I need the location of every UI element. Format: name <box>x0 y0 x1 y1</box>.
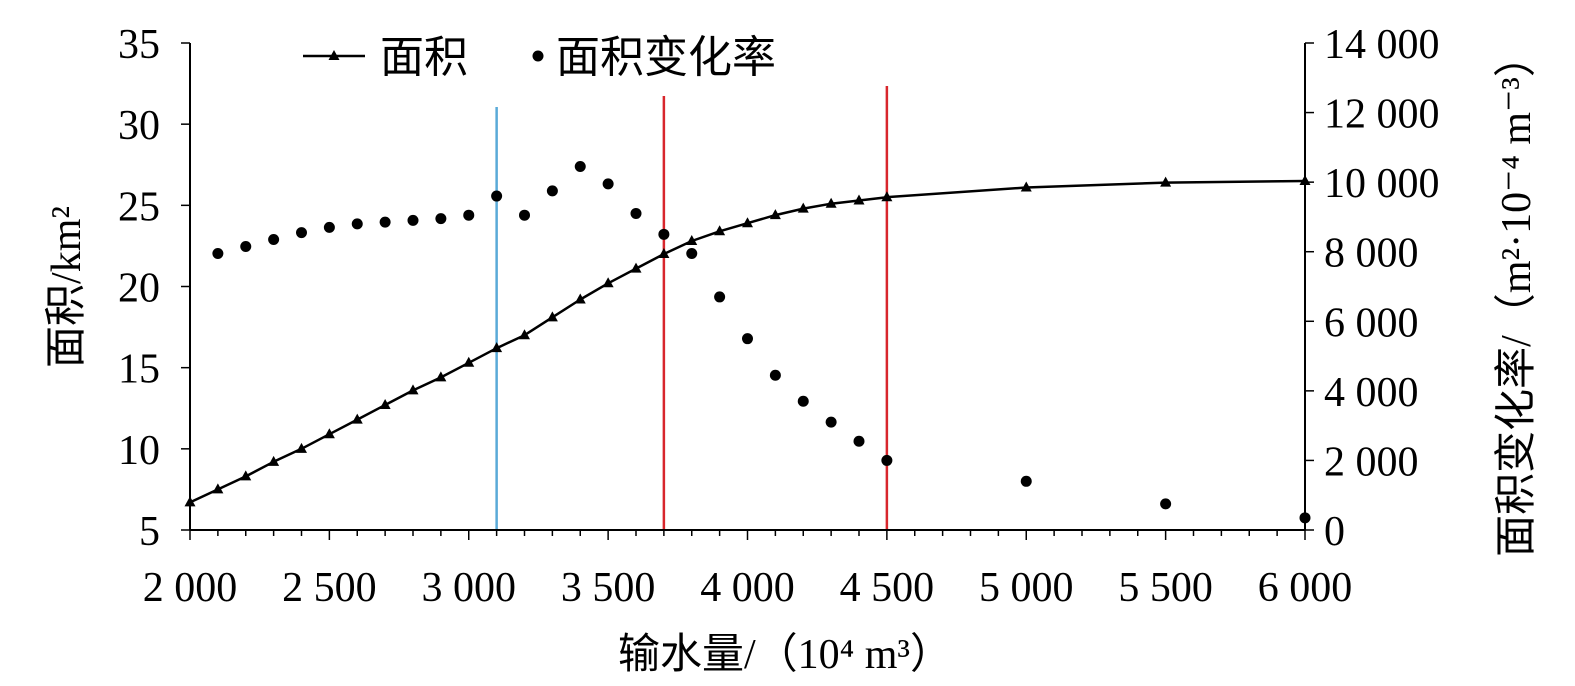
reference-lines <box>495 86 889 530</box>
area-point <box>463 356 475 367</box>
y-right-tick-label: 2 000 <box>1324 439 1419 485</box>
rate-point <box>769 369 781 381</box>
rate-point <box>825 416 837 428</box>
y-left-tick-label: 10 <box>118 428 160 474</box>
y-left-tick-label: 20 <box>118 266 160 312</box>
rate-point <box>268 234 280 246</box>
y-right-tick-label: 12 000 <box>1324 92 1440 138</box>
legend: 面积 面积变化率 <box>303 33 776 82</box>
y-left-tick-label: 25 <box>118 184 160 230</box>
x-tick-label: 3 500 <box>561 565 656 611</box>
legend-rate-marker <box>532 50 544 62</box>
area-point <box>1160 176 1172 187</box>
x-tick-label: 5 000 <box>979 565 1074 611</box>
x-tick-label: 4 500 <box>840 565 935 611</box>
area-point <box>491 342 503 353</box>
rate-point <box>1020 475 1032 487</box>
area-point <box>296 442 307 453</box>
area-point <box>658 248 670 259</box>
area-point <box>574 293 586 304</box>
area-point <box>407 384 419 395</box>
area-point <box>323 428 335 439</box>
rate-point <box>853 435 865 447</box>
x-tick-label: 6 000 <box>1258 565 1353 611</box>
y-left-tick-label: 30 <box>118 103 160 149</box>
y-right-tick-label: 6 000 <box>1324 300 1419 346</box>
y-right-tick-label: 14 000 <box>1324 22 1440 68</box>
axis-titles: 输水量/（10⁴ m³） 面积/km² 面积变化率/（m²·10⁻⁴ m⁻³） <box>44 35 1540 678</box>
rate-point <box>240 240 252 252</box>
area-point <box>686 235 698 246</box>
area-point <box>714 225 726 236</box>
area-point <box>602 277 614 288</box>
rate-point <box>1160 498 1172 510</box>
area-point <box>881 191 893 202</box>
area-point <box>351 413 363 424</box>
area-point <box>630 262 642 273</box>
area-point <box>769 209 781 220</box>
area-point <box>268 455 280 466</box>
x-axis-title: 输水量/（10⁴ m³） <box>618 632 952 678</box>
area-point <box>546 311 558 322</box>
rate-point <box>546 185 558 197</box>
series-area <box>184 160 1311 524</box>
y-left-tick-label: 15 <box>118 347 160 393</box>
y-left-tick-label: 5 <box>139 509 160 555</box>
area-point <box>797 202 809 213</box>
x-tick-label: 2 500 <box>282 565 377 611</box>
x-tick-label: 5 500 <box>1118 565 1213 611</box>
rate-point <box>435 213 447 225</box>
legend-area-marker <box>328 50 340 60</box>
area-point <box>184 496 196 507</box>
rate-point <box>212 247 224 259</box>
rate-point <box>351 218 363 230</box>
y-left-tick-label: 35 <box>118 22 160 68</box>
rate-point <box>463 209 475 221</box>
rate-point <box>881 454 893 466</box>
area-point <box>435 371 447 382</box>
rate-point <box>1299 512 1311 524</box>
rate-point <box>323 221 335 233</box>
legend-area-label: 面积 <box>380 33 468 82</box>
rate-point <box>797 395 809 407</box>
area-point <box>742 217 753 228</box>
area-point <box>1020 181 1032 192</box>
y-right-tick-label: 4 000 <box>1324 370 1419 416</box>
x-tick-label: 2 000 <box>143 565 238 611</box>
legend-rate-label: 面积变化率 <box>556 33 776 82</box>
rate-point <box>296 227 307 239</box>
area-point <box>853 194 865 205</box>
rate-point <box>519 209 530 221</box>
area-point <box>825 197 837 208</box>
rate-point <box>714 291 726 303</box>
axes: 2 000 2 500 3 000 3 500 4 000 4 500 5 000 5 500… <box>118 22 1440 611</box>
area-point <box>1299 174 1311 185</box>
y-right-tick-label: 8 000 <box>1324 231 1419 277</box>
rate-point <box>407 214 419 226</box>
area-point <box>212 483 224 494</box>
x-tick-label: 3 000 <box>422 565 517 611</box>
rate-point <box>379 216 391 228</box>
rate-point <box>602 178 614 190</box>
rate-point <box>491 190 503 202</box>
rate-point <box>574 160 586 172</box>
area-point <box>379 399 391 410</box>
y-left-axis-title: 面积/km² <box>44 206 90 368</box>
rate-point <box>686 247 698 259</box>
y-right-tick-label: 0 <box>1324 509 1345 555</box>
area-point <box>519 329 530 340</box>
y-right-axis-title: 面积变化率/（m²·10⁻⁴ m⁻³） <box>1493 35 1540 557</box>
y-right-tick-label: 10 000 <box>1324 161 1440 207</box>
rate-point <box>630 207 642 219</box>
rate-point <box>658 228 670 240</box>
area-point <box>240 470 252 481</box>
rate-point <box>742 333 753 345</box>
x-tick-label: 4 000 <box>700 565 795 611</box>
